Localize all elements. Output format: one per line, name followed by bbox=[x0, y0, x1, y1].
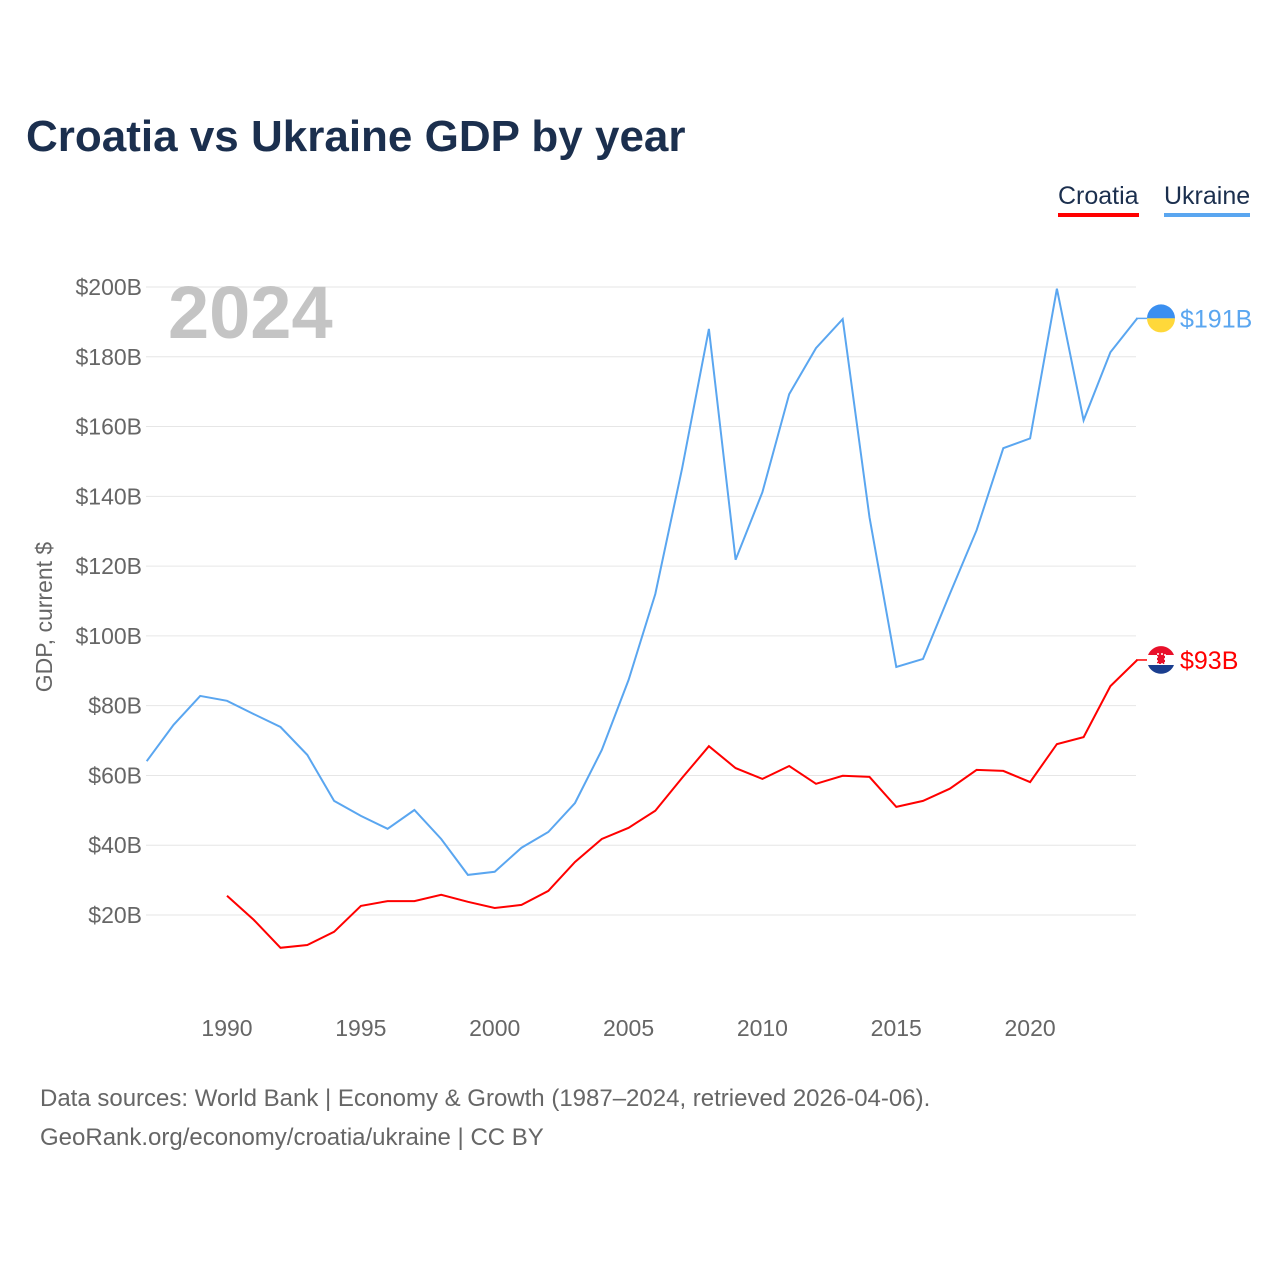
end-label-croatia: $93B bbox=[1180, 647, 1238, 675]
x-tick-label: 2000 bbox=[469, 1015, 520, 1041]
y-axis-label: GDP, current $ bbox=[31, 542, 57, 693]
y-tick-label: $120B bbox=[75, 553, 142, 579]
x-tick-label: 2020 bbox=[1005, 1015, 1056, 1041]
y-tick-label: $160B bbox=[75, 414, 142, 440]
series-line-croatia bbox=[226, 659, 1138, 949]
y-tick-label: $40B bbox=[88, 832, 142, 858]
y-tick-label: $140B bbox=[75, 483, 142, 509]
flag-ukraine-icon bbox=[1147, 304, 1175, 333]
y-tick-label: $20B bbox=[88, 902, 142, 928]
y-tick-label: $60B bbox=[88, 762, 142, 788]
x-tick-label: 2015 bbox=[871, 1015, 922, 1041]
footer-sources: Data sources: World Bank | Economy & Gro… bbox=[40, 1085, 931, 1112]
footer-link[interactable]: GeoRank.org/economy/croatia/ukraine | CC… bbox=[40, 1124, 544, 1151]
flag-stripe bbox=[1147, 304, 1175, 319]
y-tick-label: $80B bbox=[88, 693, 142, 719]
y-tick-label: $100B bbox=[75, 623, 142, 649]
flag-stripe bbox=[1147, 318, 1175, 333]
flag-croatia-icon bbox=[1147, 645, 1175, 674]
legend-croatia[interactable]: Croatia bbox=[1058, 182, 1139, 217]
x-tick-label: 2010 bbox=[737, 1015, 788, 1041]
chart-title: Croatia vs Ukraine GDP by year bbox=[26, 112, 686, 161]
end-label-ukraine: $191B bbox=[1180, 305, 1252, 333]
x-tick-label: 1995 bbox=[335, 1015, 386, 1041]
flag-stripe bbox=[1148, 646, 1174, 655]
x-tick-label: 1990 bbox=[201, 1015, 252, 1041]
flag-coat-of-arms bbox=[1156, 653, 1166, 665]
series-line-ukraine bbox=[145, 288, 1138, 876]
y-tick-label: $200B bbox=[75, 274, 142, 300]
year-watermark: 2024 bbox=[168, 271, 333, 354]
legend-ukraine[interactable]: Ukraine bbox=[1164, 182, 1251, 217]
x-tick-label: 2005 bbox=[603, 1015, 654, 1041]
flag-stripe bbox=[1148, 664, 1174, 674]
y-tick-label: $180B bbox=[75, 344, 142, 370]
